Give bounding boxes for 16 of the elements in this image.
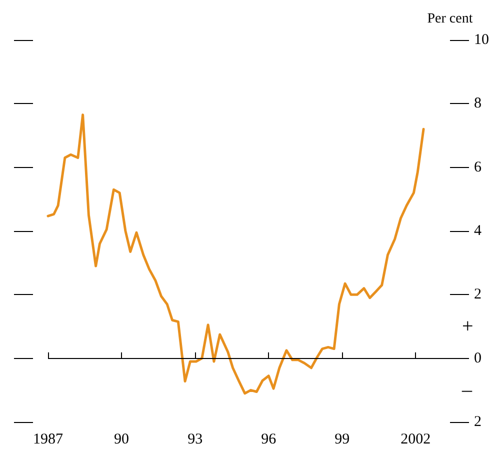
y-tick-label: 6 <box>474 159 482 176</box>
x-tick-label: 96 <box>261 432 277 448</box>
y-tick-label: 4 <box>474 223 482 239</box>
x-tick-label: 99 <box>334 432 350 448</box>
y-tick-label: 10 <box>474 32 489 48</box>
y-tick-label: 2 <box>474 286 482 303</box>
x-tick-label: 93 <box>188 432 203 448</box>
x-tick-label: 90 <box>114 432 130 448</box>
x-tick-label: 1987 <box>33 432 64 448</box>
y-axis-title: Per cent <box>427 12 473 26</box>
y-tick-label: 0 <box>474 350 482 366</box>
text: + <box>462 316 474 338</box>
text: – <box>461 379 473 402</box>
x-tick-label: 2002 <box>400 432 431 448</box>
y-tick-label: 8 <box>474 96 482 112</box>
y-tick-label: 2 <box>474 414 482 430</box>
